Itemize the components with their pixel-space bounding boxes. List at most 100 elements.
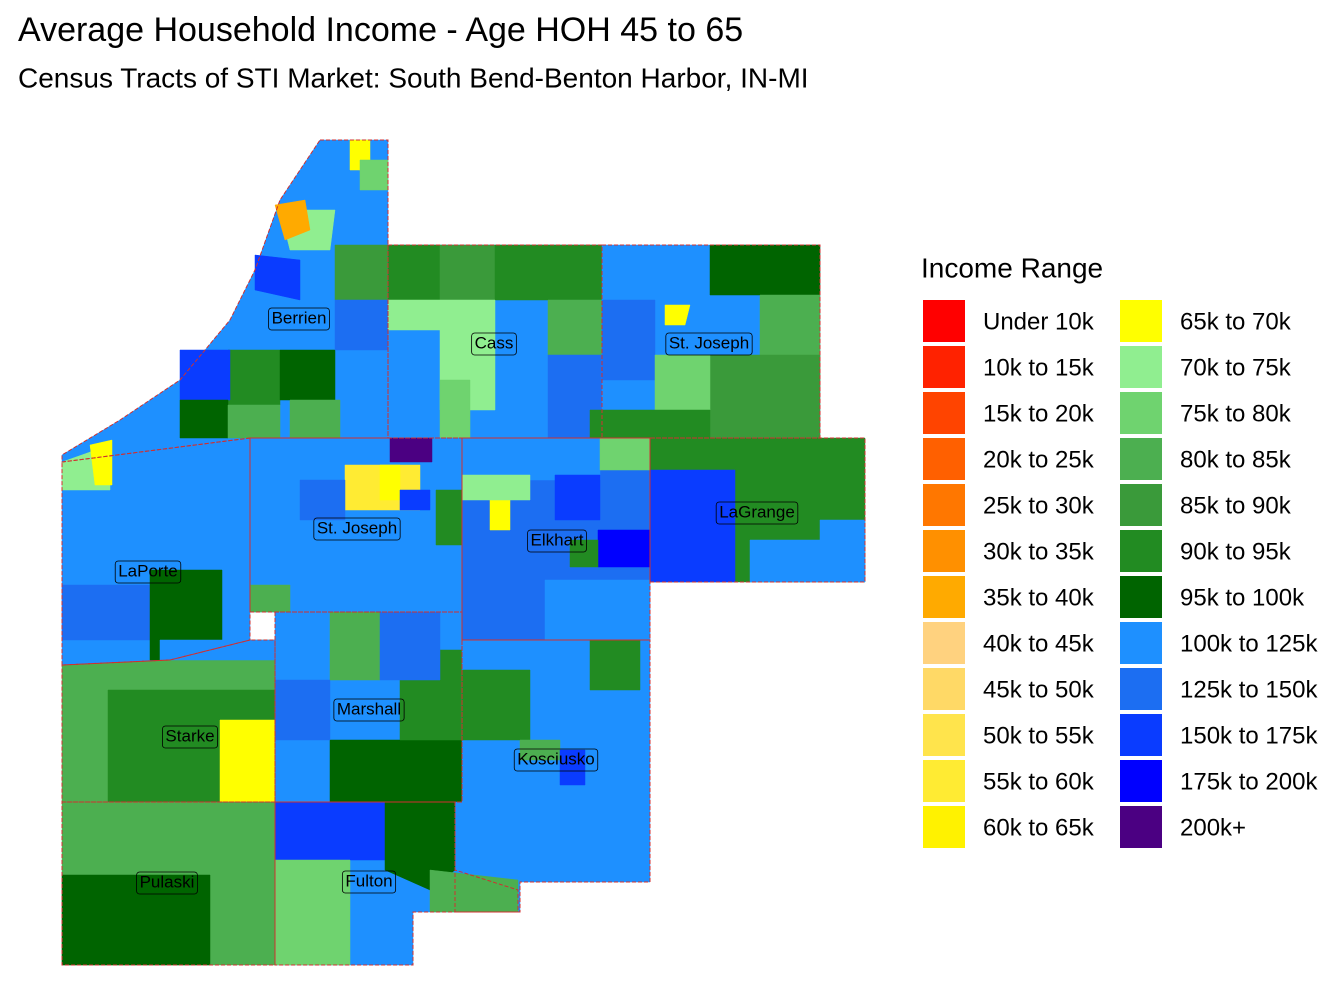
title: Average Household Income - Age HOH 45 to… [18, 11, 743, 49]
legend-label: 40k to 45k [983, 630, 1095, 657]
legend-label: 85k to 90k [1180, 492, 1292, 519]
legend-swatch [1120, 714, 1162, 756]
tract [379, 611, 441, 681]
county-label: LaPorte [118, 561, 178, 580]
tract [387, 244, 441, 301]
county-label-box [341, 870, 397, 894]
tract [709, 244, 821, 296]
tract [254, 254, 301, 301]
legend-swatch [1120, 622, 1162, 664]
legend-swatch [923, 392, 965, 434]
county-label: Elkhart [531, 530, 584, 549]
tract [554, 474, 601, 521]
tract [279, 349, 336, 401]
legend-label: 125k to 150k [1180, 676, 1318, 703]
county-label: Cass [475, 333, 514, 352]
tract [389, 437, 433, 463]
county-label-box [268, 307, 330, 331]
tract [649, 469, 736, 583]
tract [299, 479, 346, 521]
legend-swatch [1120, 576, 1162, 618]
tract [597, 529, 651, 568]
legend-label: 10k to 15k [983, 354, 1095, 381]
tract [589, 409, 711, 439]
legend-label: 30k to 35k [983, 538, 1095, 565]
county-border [274, 611, 463, 803]
legend-swatch [1120, 392, 1162, 434]
county-border [274, 801, 519, 966]
county-label-box [162, 725, 218, 749]
legend-swatch [1120, 668, 1162, 710]
tract [334, 299, 389, 351]
county-label: St. Joseph [669, 333, 749, 352]
tract [179, 349, 231, 401]
tract [399, 489, 431, 511]
tract [219, 719, 276, 803]
county-labels: Berrien Cass St. Joseph St. Joseph Elkhart La… [114, 307, 799, 895]
county-label-box [527, 529, 587, 553]
tract [329, 611, 381, 681]
legend-label: 75k to 80k [1180, 400, 1292, 427]
tract [274, 859, 351, 966]
legend-swatch [923, 622, 965, 664]
legend-swatch [923, 300, 965, 342]
tract [274, 679, 331, 741]
county-label-box [114, 560, 182, 584]
county-label: Pulaski [140, 872, 195, 891]
legend-swatch [1120, 438, 1162, 480]
legend-label: 80k to 85k [1180, 446, 1292, 473]
legend-label: 90k to 95k [1180, 538, 1292, 565]
legend-label: 150k to 175k [1180, 722, 1318, 749]
legend-swatch [1120, 300, 1162, 342]
legend-label: 70k to 75k [1180, 354, 1292, 381]
county-label-box [136, 871, 198, 895]
legend-swatch [923, 484, 965, 526]
legend-label: 50k to 55k [983, 722, 1095, 749]
tract [461, 474, 531, 501]
legend-label: 35k to 40k [983, 584, 1095, 611]
tract [379, 464, 401, 501]
county-border [61, 139, 389, 463]
tract [589, 639, 641, 691]
legend: Under 10k 10k to 15k 15k to 20k 20k to 25k 2… [923, 300, 1318, 848]
legend-swatch [923, 438, 965, 480]
legend-label: Under 10k [983, 308, 1095, 335]
legend-label: 25k to 30k [983, 492, 1095, 519]
subtitle: Census Tracts of STI Market: South Bend-… [18, 62, 809, 93]
legend-label: 20k to 25k [983, 446, 1095, 473]
legend-label: 15k to 20k [983, 400, 1095, 427]
legend-label: 60k to 65k [983, 814, 1095, 841]
legend-label: 55k to 60k [983, 768, 1095, 795]
legend-swatch [923, 346, 965, 388]
legend-swatch [923, 668, 965, 710]
county-label: St. Joseph [317, 518, 397, 537]
tract [654, 354, 711, 411]
county-label-box [471, 332, 517, 356]
legend-swatch [923, 806, 965, 848]
legend-label: 175k to 200k [1180, 768, 1318, 795]
county-border [387, 244, 603, 439]
tract [819, 519, 866, 583]
tract [274, 199, 311, 241]
county-border [454, 639, 651, 913]
county-label: Marshall [337, 699, 401, 718]
tract [439, 379, 471, 439]
county-label: Berrien [272, 308, 327, 327]
legend-label: 100k to 125k [1180, 630, 1318, 657]
legend-swatch [1120, 806, 1162, 848]
county-label: Starke [165, 726, 214, 745]
tract [461, 437, 601, 481]
tract [334, 244, 389, 301]
county-label-box [715, 501, 799, 525]
tract [749, 539, 821, 583]
legend-swatch [1120, 346, 1162, 388]
tract [61, 584, 151, 641]
county-label-box [333, 698, 405, 722]
county-label-box [665, 332, 753, 356]
county-border [649, 437, 866, 583]
tract [494, 244, 603, 301]
legend-label: 95k to 100k [1180, 584, 1305, 611]
tract [435, 489, 463, 546]
